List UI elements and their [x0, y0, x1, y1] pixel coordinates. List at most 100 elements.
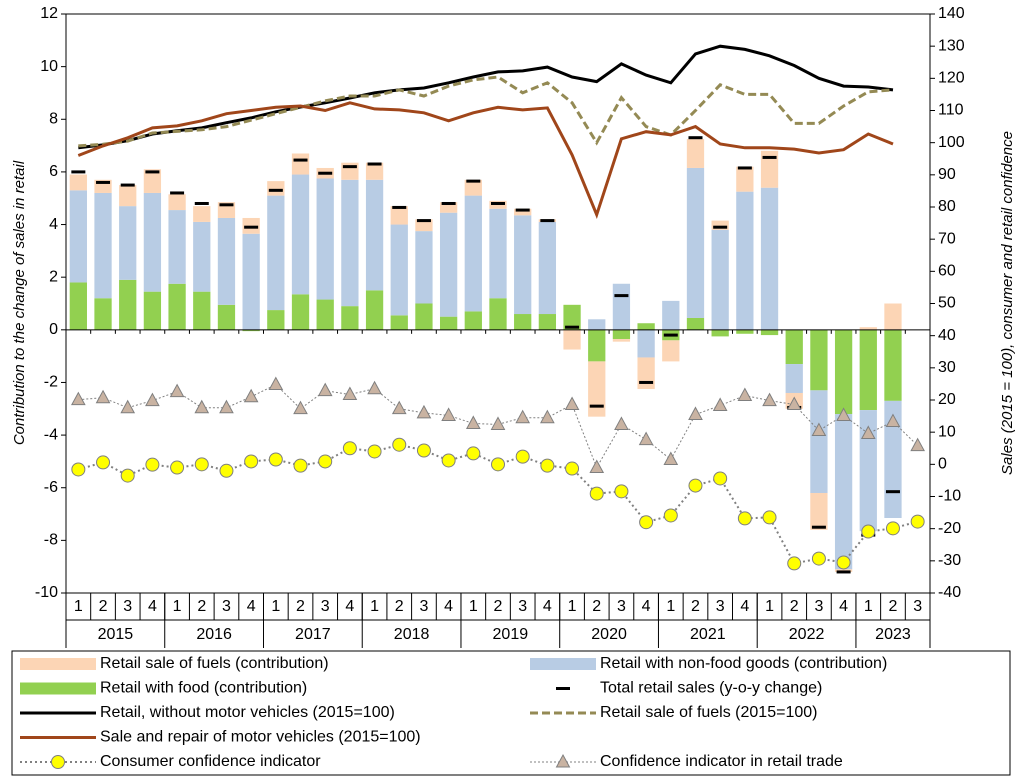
point: [392, 437, 407, 452]
bar: [760, 187, 779, 330]
x-tick-label: 4: [740, 598, 749, 615]
bar: [390, 206, 408, 225]
legend-item: Consumer confidence indicator: [20, 753, 321, 770]
bar: [834, 329, 853, 415]
point: [391, 400, 407, 415]
x-tick-label: 2: [395, 598, 404, 615]
point: [737, 387, 753, 401]
y-tick-label: 6: [49, 163, 58, 180]
y-tick-label: -6: [44, 479, 58, 496]
point: [564, 396, 580, 411]
bar: [94, 298, 112, 330]
bar: [588, 329, 606, 362]
x-tick-label: 2: [790, 598, 799, 615]
x-tick-label: 4: [642, 598, 651, 615]
bar: [736, 329, 754, 334]
legend-label: Retail, without motor vehicles (2015=100…: [100, 704, 395, 721]
x-tick-label: 1: [765, 598, 774, 615]
point: [885, 521, 900, 536]
bar: [637, 323, 655, 330]
x-tick-label: 4: [247, 598, 256, 615]
bar: [143, 169, 162, 193]
x-group-label: 2022: [789, 626, 825, 643]
point: [861, 524, 876, 539]
bar: [143, 192, 162, 292]
bar: [760, 329, 779, 336]
bar: [242, 233, 260, 330]
bar: [168, 210, 186, 284]
point: [243, 388, 259, 403]
total-marker: [342, 165, 357, 169]
bar: [143, 291, 162, 330]
point: [416, 404, 432, 419]
total-marker: [120, 183, 135, 187]
y2-tick-label: 110: [938, 102, 964, 119]
x-tick-label: 1: [271, 598, 280, 615]
x-tick-label: 1: [173, 598, 182, 615]
y2-tick-label: 80: [938, 198, 956, 215]
point: [663, 508, 678, 523]
point: [490, 416, 506, 430]
total-marker: [811, 525, 826, 529]
x-tick-label: 2: [691, 598, 700, 615]
total-marker: [416, 219, 431, 223]
y2-tick-label: 100: [938, 134, 965, 151]
bar: [464, 195, 482, 312]
bar: [637, 329, 655, 358]
point: [96, 455, 111, 470]
x-tick-label: 3: [123, 598, 132, 615]
point: [268, 376, 284, 391]
point: [491, 457, 505, 472]
x-tick-label: 3: [419, 598, 428, 615]
bar: [439, 316, 458, 330]
point: [416, 443, 431, 458]
bar: [538, 221, 557, 315]
total-marker: [515, 208, 530, 212]
total-marker: [244, 225, 259, 229]
point: [170, 460, 185, 475]
bar: [859, 329, 877, 411]
point: [71, 391, 86, 406]
point: [910, 514, 925, 529]
point: [786, 396, 802, 411]
bar: [69, 190, 87, 283]
total-marker: [71, 170, 86, 174]
bar: [711, 220, 729, 230]
x-tick-label: 1: [864, 598, 873, 615]
total-marker: [466, 179, 481, 183]
point: [737, 511, 752, 526]
legend-item: Confidence indicator in retail trade: [530, 753, 843, 770]
total-marker: [170, 191, 185, 195]
point: [219, 399, 234, 414]
bar: [94, 192, 112, 299]
y2-tick-label: 10: [938, 423, 956, 440]
x-tick-label: 2: [197, 598, 206, 615]
y2-tick-label: -20: [938, 520, 961, 537]
legend-swatch: [20, 682, 96, 695]
bar: [736, 166, 754, 192]
point: [51, 755, 65, 769]
total-marker: [293, 158, 308, 162]
bar: [760, 150, 779, 188]
point: [120, 399, 136, 414]
x-tick-label: 3: [222, 598, 231, 615]
line: [78, 44, 894, 150]
legend-box: [11, 650, 1011, 776]
y2-tick-label: -30: [938, 552, 961, 569]
x-group-label: 2020: [591, 626, 627, 643]
total-marker: [639, 380, 654, 384]
y2-tick-label: 140: [938, 5, 965, 22]
total-marker: [836, 570, 851, 574]
bar: [514, 215, 532, 315]
point: [367, 380, 382, 395]
y2-tick-label: 120: [938, 70, 965, 87]
x-group-label: 2016: [196, 626, 232, 643]
bar: [686, 167, 705, 318]
point: [466, 446, 481, 461]
y2-tick-label: -40: [938, 584, 961, 601]
total-marker: [565, 325, 580, 329]
bar: [464, 179, 482, 196]
total-marker: [540, 219, 555, 223]
bar: [69, 174, 87, 191]
